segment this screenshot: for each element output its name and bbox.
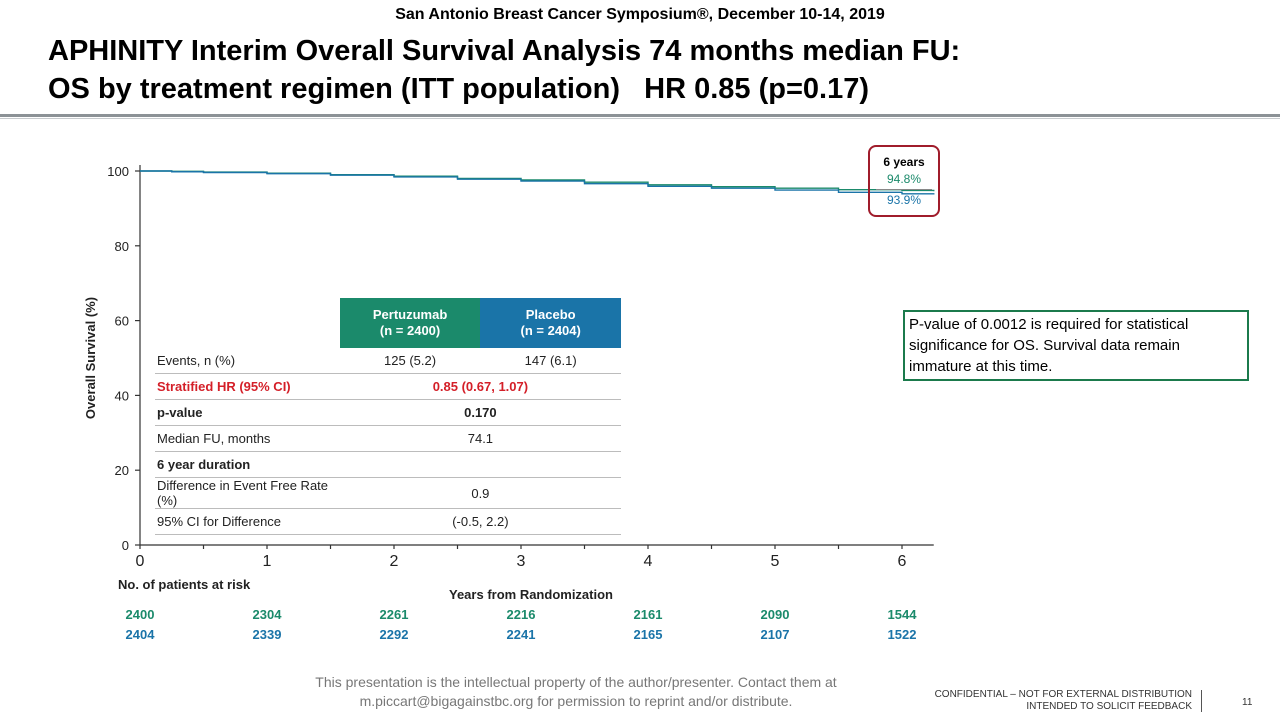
title-line-1: APHINITY Interim Overall Survival Analys…	[48, 35, 961, 67]
cell-combined: (-0.5, 2.2)	[339, 508, 621, 535]
conference-header: San Antonio Breast Cancer Symposium®, De…	[395, 6, 885, 23]
cell-combined: 0.170	[339, 399, 621, 426]
row-label: p-value	[155, 399, 340, 426]
row-label: 95% CI for Difference	[155, 508, 340, 535]
x-axis-title: Years from Randomization	[449, 587, 613, 602]
copyright-line-2: m.piccart@bigagainstbc.org for permissio…	[359, 693, 793, 709]
y-tick-label: 100	[107, 164, 129, 179]
table-row: 95% CI for Difference (-0.5, 2.2)	[155, 508, 621, 535]
at-risk-value: 2304	[253, 607, 283, 622]
x-tick-label: 5	[771, 553, 780, 570]
row-label: Stratified HR (95% CI)	[155, 373, 340, 400]
header-pertuzumab-n: (n = 2400)	[379, 323, 441, 338]
x-tick-label: 3	[517, 553, 526, 570]
at-risk-value: 2165	[634, 627, 663, 642]
title-rule-thin	[0, 118, 1280, 119]
copyright-line-1: This presentation is the intellectual pr…	[315, 674, 837, 690]
results-table: Pertuzumab (n = 2400) Placebo (n = 2404)…	[155, 298, 621, 535]
y-axis-title: Overall Survival (%)	[83, 297, 98, 419]
significance-note: P-value of 0.0012 is required for statis…	[903, 310, 1249, 381]
table-row: p-value 0.170	[155, 399, 621, 426]
six-year-title: 6 years	[883, 155, 925, 169]
y-tick-label: 80	[115, 239, 129, 254]
confidential-line-2: INTENDED TO SOLICIT FEEDBACK	[1026, 701, 1192, 712]
header-pertuzumab-name: Pertuzumab	[372, 307, 448, 322]
cell-combined: 74.1	[339, 425, 621, 452]
at-risk-value: 2090	[761, 607, 790, 622]
x-tick-label: 4	[644, 553, 653, 570]
at-risk-value: 2292	[380, 627, 409, 642]
row-label: Events, n (%)	[155, 348, 340, 374]
at-risk-value: 2400	[126, 607, 155, 622]
table-header-row: Pertuzumab (n = 2400) Placebo (n = 2404)	[155, 298, 621, 348]
header-placebo-name: Placebo	[525, 307, 576, 322]
confidential-notice: CONFIDENTIAL – NOT FOR EXTERNAL DISTRIBU…	[935, 689, 1192, 713]
series-line-1	[140, 170, 935, 195]
table-row: 6 year duration	[155, 451, 621, 478]
page-number: 11	[1242, 697, 1253, 708]
cell-combined: 0.9	[339, 477, 621, 509]
cell-combined: 0.85 (0.67, 1.07)	[339, 373, 621, 400]
header-placebo: Placebo (n = 2404)	[480, 298, 621, 348]
x-tick-label: 2	[390, 553, 399, 570]
table-row: Difference in Event Free Rate (%) 0.9	[155, 477, 621, 509]
y-tick-label: 20	[115, 463, 129, 478]
at-risk-value: 2339	[253, 627, 282, 642]
table-row: Stratified HR (95% CI) 0.85 (0.67, 1.07)	[155, 373, 621, 400]
at-risk-value: 2241	[507, 627, 536, 642]
at-risk-value: 2261	[380, 607, 409, 622]
y-tick-label: 40	[115, 388, 129, 403]
x-tick-label: 0	[136, 553, 145, 570]
at-risk-value: 2161	[634, 607, 663, 622]
row-label: Difference in Event Free Rate (%)	[155, 477, 340, 509]
at-risk-label: No. of patients at risk	[118, 577, 251, 592]
six-year-placebo-value: 93.9%	[886, 193, 922, 207]
table-row: Events, n (%) 125 (5.2) 147 (6.1)	[155, 348, 621, 374]
header-placebo-n: (n = 2404)	[520, 323, 581, 338]
y-tick-label: 60	[115, 314, 129, 329]
slide-title: APHINITY Interim Overall Survival Analys…	[48, 32, 960, 108]
row-label: Median FU, months	[155, 425, 340, 452]
cell-pertuzumab: 125 (5.2)	[339, 348, 481, 374]
title-rule	[0, 114, 1280, 117]
at-risk-value: 1544	[888, 607, 918, 622]
y-tick-label: 0	[122, 538, 129, 553]
x-tick-label: 6	[898, 553, 907, 570]
at-risk-value: 2216	[507, 607, 536, 622]
at-risk-value: 1522	[888, 627, 917, 642]
header-pertuzumab: Pertuzumab (n = 2400)	[339, 298, 481, 348]
six-year-divider	[876, 189, 932, 190]
table-row: Median FU, months 74.1	[155, 425, 621, 452]
six-year-callout: 6 years 94.8% 93.9%	[868, 145, 940, 217]
six-year-pertuzumab-value: 94.8%	[886, 172, 922, 186]
x-tick-label: 1	[263, 553, 272, 570]
row-label: 6 year duration	[155, 451, 621, 478]
title-line-2: OS by treatment regimen (ITT population)…	[48, 73, 869, 105]
footer-divider	[1201, 690, 1202, 712]
confidential-line-1: CONFIDENTIAL – NOT FOR EXTERNAL DISTRIBU…	[934, 689, 1192, 700]
at-risk-value: 2107	[761, 627, 790, 642]
copyright-notice: This presentation is the intellectual pr…	[270, 673, 882, 711]
cell-placebo: 147 (6.1)	[480, 348, 621, 374]
at-risk-value: 2404	[126, 627, 156, 642]
